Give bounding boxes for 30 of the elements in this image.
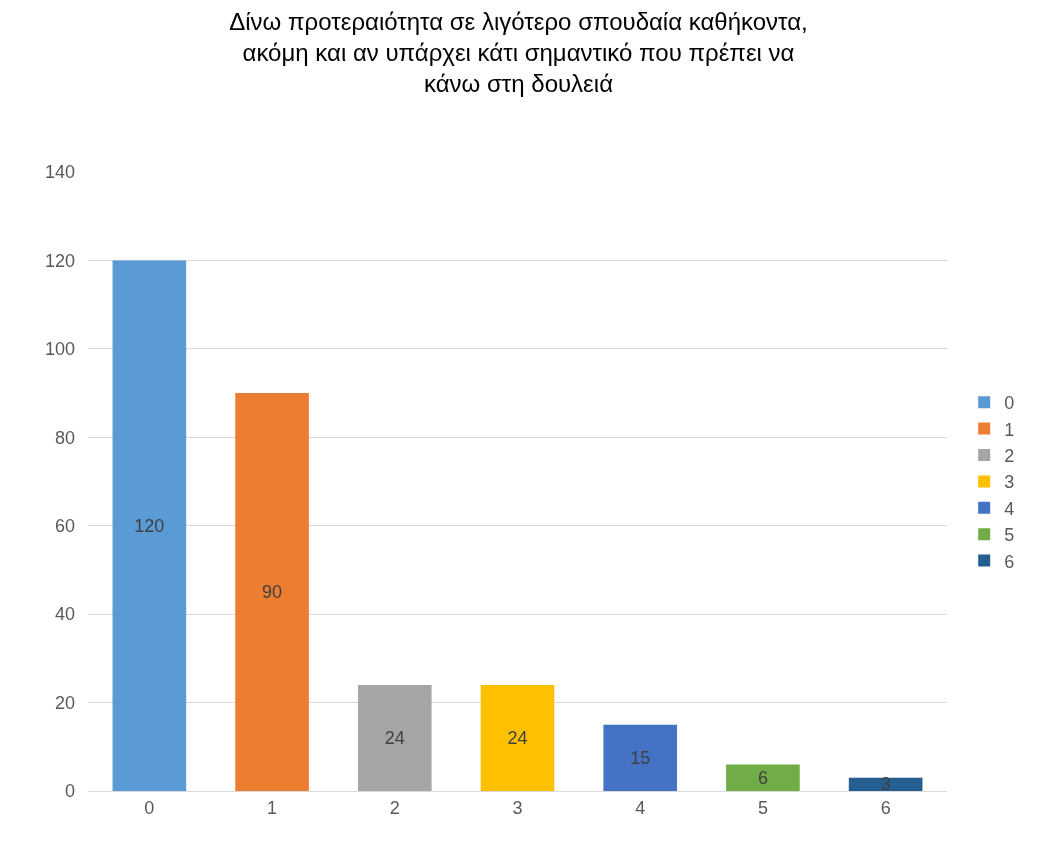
chart-title: Δίνω προτεραιότητα σε λιγότερο σπουδαία καθήκοντα, ακόμη και αν υπάρχει κάτι σημαντικό που πρέπει να κάνω στη δουλειά: [229, 7, 808, 97]
y-tick-label: 60: [54, 516, 75, 537]
x-tick-label: 6: [880, 797, 891, 818]
y-tick-label: 40: [54, 604, 75, 625]
legend-label: 0: [1004, 393, 1015, 414]
data-label: 120: [134, 515, 165, 536]
x-tick-label: 5: [757, 797, 768, 818]
legend-label: 6: [1004, 551, 1015, 572]
y-tick-label: 100: [44, 339, 75, 360]
x-tick-label: 2: [389, 797, 400, 818]
data-label: 3: [880, 774, 891, 795]
legend-label: 1: [1004, 419, 1015, 440]
x-tick-label: 0: [144, 797, 155, 818]
x-tick-label: 4: [635, 797, 646, 818]
legend-label: 3: [1004, 472, 1015, 493]
legend-label: 2: [1004, 446, 1015, 467]
legend-label: 4: [1004, 498, 1015, 519]
y-tick-label: 20: [54, 692, 75, 713]
x-tick-label: 3: [512, 797, 523, 818]
data-label: 6: [757, 767, 768, 788]
y-tick-label: 0: [64, 781, 75, 802]
data-label: 24: [384, 727, 405, 748]
data-label: 24: [507, 727, 528, 748]
legend-label: 5: [1004, 525, 1015, 546]
data-label: 15: [630, 747, 651, 768]
y-tick-label: 140: [44, 162, 75, 183]
y-tick-label: 120: [44, 250, 75, 271]
data-label: 90: [262, 582, 283, 603]
y-tick-label: 80: [54, 427, 75, 448]
x-tick-label: 1: [267, 797, 278, 818]
